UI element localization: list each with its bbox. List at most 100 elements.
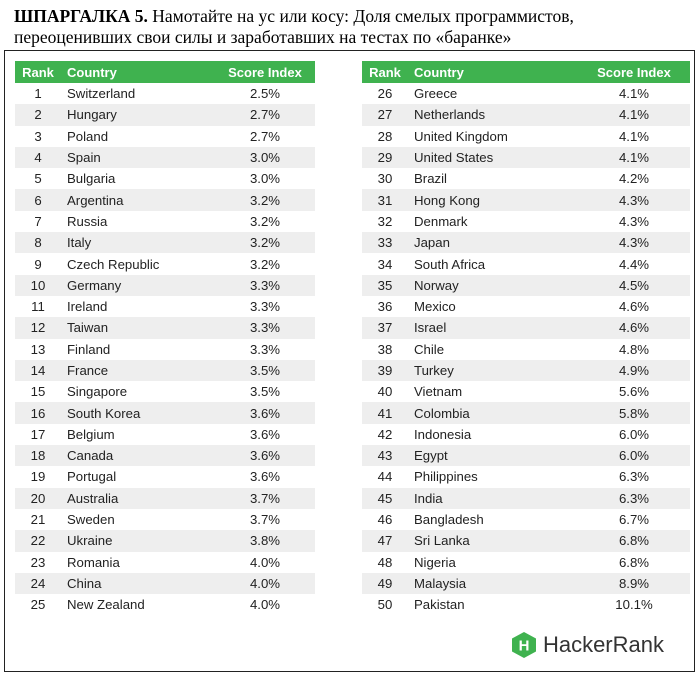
table-row: 36 Mexico 4.6% bbox=[362, 296, 690, 317]
table-body-left: 1 Switzerland 2.5% 2 Hungary 2.7% 3 Poland 2.7% 4… bbox=[15, 83, 315, 615]
score-cell: 3.2% bbox=[249, 213, 281, 229]
rank-cell: 21 bbox=[30, 512, 46, 528]
table-row: 7 Russia 3.2% bbox=[15, 211, 315, 232]
score-cell: 3.5% bbox=[249, 363, 281, 378]
rank-cell: 12 bbox=[30, 320, 46, 336]
rank-cell: 45 bbox=[377, 490, 393, 506]
country-cell: Colombia bbox=[414, 405, 470, 421]
rank-cell: 38 bbox=[377, 341, 393, 357]
country-cell: India bbox=[414, 490, 443, 506]
score-cell: 3.3% bbox=[249, 277, 281, 293]
country-cell: Hungary bbox=[67, 107, 117, 123]
score-cell: 4.0% bbox=[249, 597, 281, 613]
rank-cell: 8 bbox=[34, 235, 42, 251]
country-cell: South Africa bbox=[414, 256, 486, 272]
score-cell: 3.3% bbox=[249, 341, 281, 357]
score-cell: 6.3% bbox=[618, 490, 650, 506]
rank-cell: 23 bbox=[30, 554, 46, 570]
table-row: 30 Brazil 4.2% bbox=[362, 168, 690, 189]
table-row: 25 New Zealand 4.0% bbox=[15, 594, 315, 615]
score-cell: 6.8% bbox=[618, 554, 650, 570]
table-row: 45 India 6.3% bbox=[362, 487, 690, 509]
rank-cell: 28 bbox=[377, 128, 393, 144]
country-cell: Switzerland bbox=[67, 86, 136, 102]
rank-cell: 49 bbox=[377, 575, 393, 591]
country-cell: Belgium bbox=[67, 426, 115, 442]
country-cell: Greece bbox=[414, 86, 458, 102]
country-cell: Egypt bbox=[414, 448, 448, 464]
country-cell: Indonesia bbox=[414, 426, 472, 442]
score-cell: 3.8% bbox=[249, 533, 281, 549]
rank-cell: 48 bbox=[377, 554, 393, 570]
hackerrank-logo: H HackerRank bbox=[511, 631, 664, 659]
rank-cell: 2 bbox=[34, 107, 42, 123]
score-cell: 8.9% bbox=[618, 575, 650, 591]
table-row: 18 Canada 3.6% bbox=[15, 445, 315, 467]
score-cell: 2.7% bbox=[249, 107, 281, 123]
table-row: 6 Argentina 3.2% bbox=[15, 189, 315, 211]
rank-cell: 22 bbox=[30, 533, 46, 549]
country-cell: Nigeria bbox=[414, 554, 456, 570]
score-cell: 3.2% bbox=[249, 192, 281, 208]
country-cell: Japan bbox=[414, 235, 450, 251]
score-cell: 5.8% bbox=[618, 405, 650, 421]
country-cell: Malaysia bbox=[414, 575, 467, 591]
score-cell: 10.1% bbox=[615, 597, 653, 613]
country-cell: South Korea bbox=[67, 405, 141, 421]
table-row: 15 Singapore 3.5% bbox=[15, 381, 315, 402]
score-cell: 3.0% bbox=[249, 171, 281, 187]
score-cell: 4.8% bbox=[618, 341, 650, 357]
country-cell: United Kingdom bbox=[414, 128, 508, 144]
table-row: 12 Taiwan 3.3% bbox=[15, 317, 315, 339]
table-row: 37 Israel 4.6% bbox=[362, 317, 690, 339]
score-cell: 6.0% bbox=[618, 448, 650, 464]
rank-cell: 35 bbox=[377, 277, 393, 293]
table-row: 21 Sweden 3.7% bbox=[15, 509, 315, 530]
rank-cell: 26 bbox=[377, 86, 393, 102]
rank-cell: 18 bbox=[30, 448, 46, 464]
country-cell: France bbox=[67, 363, 109, 378]
country-cell: Ukraine bbox=[67, 533, 113, 549]
table-row: 39 Turkey 4.9% bbox=[362, 359, 690, 382]
table-row: 43 Egypt 6.0% bbox=[362, 445, 690, 467]
rank-cell: 47 bbox=[377, 533, 393, 549]
table-row: 11 Ireland 3.3% bbox=[15, 296, 315, 317]
rank-cell: 14 bbox=[30, 363, 46, 378]
country-cell: Bangladesh bbox=[414, 512, 484, 528]
score-cell: 3.3% bbox=[249, 320, 281, 336]
rank-cell: 27 bbox=[377, 107, 393, 123]
logo-text: HackerRank bbox=[542, 632, 664, 657]
score-cell: 3.7% bbox=[249, 490, 281, 506]
score-cell: 3.7% bbox=[249, 512, 281, 528]
country-cell: Canada bbox=[67, 448, 114, 464]
rank-cell: 13 bbox=[30, 341, 46, 357]
country-cell: Israel bbox=[414, 320, 447, 336]
table-row: 33 Japan 4.3% bbox=[362, 232, 690, 254]
score-cell: 4.1% bbox=[618, 86, 650, 102]
country-cell: Poland bbox=[67, 128, 109, 144]
country-cell: United States bbox=[414, 150, 494, 166]
table-row: 23 Romania 4.0% bbox=[15, 552, 315, 573]
table-row: 24 China 4.0% bbox=[15, 572, 315, 595]
table-row: 41 Colombia 5.8% bbox=[362, 402, 690, 424]
score-cell: 4.3% bbox=[618, 192, 650, 208]
table-row: 31 Hong Kong 4.3% bbox=[362, 189, 690, 211]
score-cell: 4.1% bbox=[618, 107, 650, 123]
table-header: Rank Country Score Index bbox=[15, 61, 315, 83]
rank-cell: 9 bbox=[34, 256, 42, 272]
score-cell: 3.2% bbox=[249, 256, 281, 272]
logo-badge-letter: H bbox=[519, 638, 530, 655]
score-cell: 3.6% bbox=[249, 426, 281, 442]
rank-cell: 34 bbox=[377, 256, 393, 272]
score-cell: 6.0% bbox=[618, 426, 650, 442]
header-score: Score Index bbox=[228, 64, 302, 80]
table-row: 9 Czech Republic 3.2% bbox=[15, 253, 315, 274]
score-cell: 4.3% bbox=[618, 213, 650, 229]
table-row: 32 Denmark 4.3% bbox=[362, 211, 690, 232]
rank-cell: 10 bbox=[30, 277, 46, 293]
table-row: 42 Indonesia 6.0% bbox=[362, 424, 690, 445]
rank-cell: 19 bbox=[30, 469, 46, 485]
country-cell: Bulgaria bbox=[67, 171, 116, 187]
table-row: 47 Sri Lanka 6.8% bbox=[362, 530, 690, 552]
table-frame: Rank Country Score Index 1 Switzerland 2.5… bbox=[4, 50, 695, 672]
